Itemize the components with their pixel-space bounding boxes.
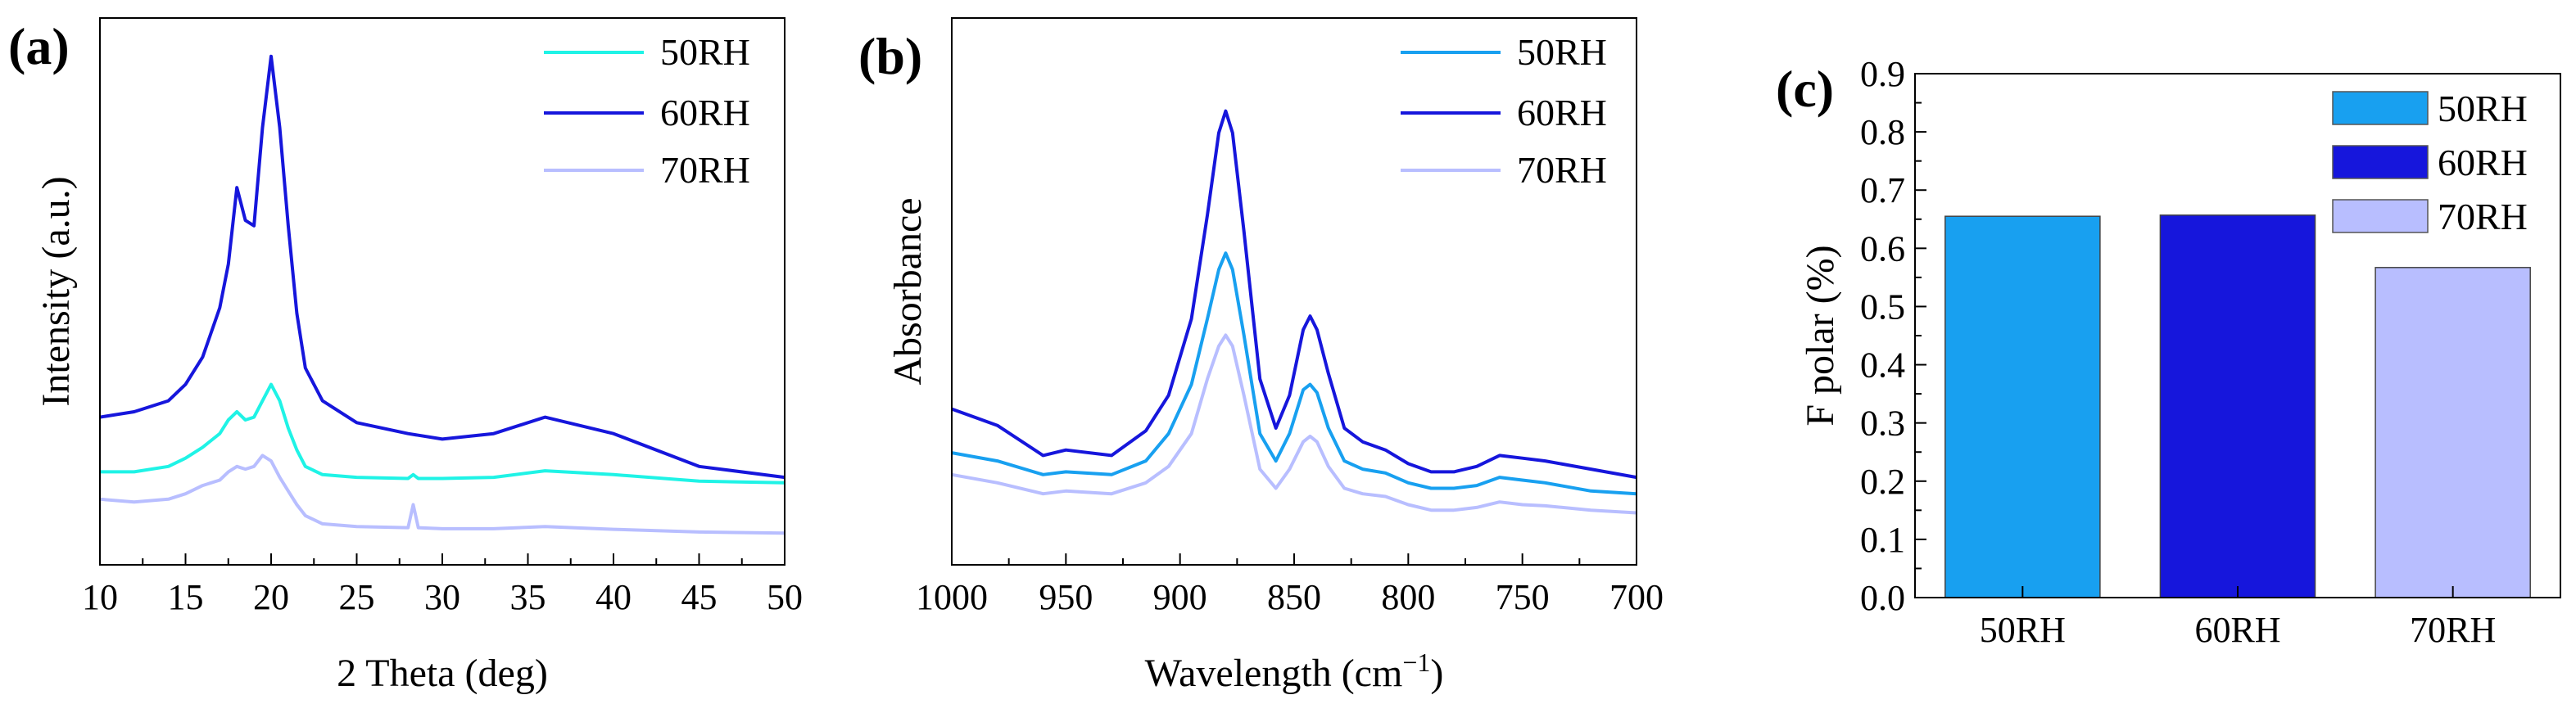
series-line-70RH	[99, 454, 785, 535]
y-tick-label: 0.0	[1860, 578, 1905, 618]
x-tick-label: 50	[767, 577, 803, 617]
legend-label-70RH: 70RH	[660, 149, 750, 191]
panel-b-xlabel-superscript: −1	[1402, 648, 1430, 677]
x-tick-label: 25	[339, 577, 375, 617]
legend-label-70RH: 70RH	[2438, 196, 2528, 237]
panel-a-ticks: 10 15 20 25 30 35 40 45 50	[82, 553, 803, 617]
x-tick-label: 750	[1496, 577, 1550, 617]
panel-b-ticks: 1000 950 900 850 800 750 700	[916, 553, 1664, 617]
series-line-70RH	[951, 333, 1637, 515]
legend-label-60RH: 60RH	[1517, 92, 1607, 133]
legend-swatch-70RH	[2332, 199, 2429, 233]
bar-50RH	[1944, 215, 2101, 598]
legend-label-70RH: 70RH	[1517, 149, 1607, 191]
y-tick-label: 0.2	[1860, 462, 1905, 502]
panel-b-xlabel: Wavelength (cm−1)	[1145, 648, 1444, 695]
series-line-50RH	[951, 251, 1637, 496]
series-line-60RH	[99, 54, 785, 480]
x-tick-label: 15	[168, 577, 204, 617]
series-line-50RH	[100, 382, 785, 485]
x-tick-label: 50RH	[1980, 610, 2066, 650]
legend-label-50RH: 50RH	[1517, 31, 1607, 73]
panel-a-xlabel: 2 Theta (deg)	[337, 652, 548, 695]
bar-60RH	[2159, 214, 2316, 598]
x-tick-label: 850	[1267, 577, 1321, 617]
panel-b-label: (b)	[858, 27, 922, 85]
panel-b-legend: 50RH 60RH 70RH	[1401, 31, 1607, 191]
panel-b-ylabel: Absorbance	[886, 197, 930, 385]
legend-label-50RH: 50RH	[2438, 88, 2528, 129]
panel-b-series	[951, 109, 1637, 515]
panel-b: (b) 1000 950 900 850 800 750 700 Wavelength (c…	[858, 17, 1664, 695]
x-tick-label: 900	[1153, 577, 1207, 617]
panel-c: (c) 50RH 60RH 70RH 0.0 0.1 0.2 0.3 0.4 0.5 0.6 0.7…	[1776, 54, 2561, 650]
legend-label-60RH: 60RH	[660, 92, 750, 133]
panel-a-ylabel: Intensity (a.u.)	[34, 176, 78, 406]
legend-label-50RH: 50RH	[660, 31, 750, 73]
panel-a-label: (a)	[8, 17, 70, 75]
x-tick-label: 30	[424, 577, 460, 617]
x-tick-label: 45	[681, 577, 718, 617]
y-tick-label: 0.5	[1860, 287, 1905, 327]
panel-a-legend: 50RH 60RH 70RH	[544, 31, 750, 191]
x-tick-label: 70RH	[2410, 610, 2496, 650]
x-tick-label: 700	[1609, 577, 1664, 617]
y-tick-label: 0.7	[1860, 170, 1905, 210]
y-tick-label: 0.3	[1860, 404, 1905, 444]
x-tick-label: 1000	[916, 577, 988, 617]
x-tick-label: 35	[510, 577, 546, 617]
x-tick-label: 800	[1381, 577, 1435, 617]
panel-c-ticks: 50RH 60RH 70RH 0.0 0.1 0.2 0.3 0.4 0.5 0.6 0.7 0.8 0…	[1860, 54, 2496, 650]
series-line-60RH	[951, 109, 1637, 480]
y-tick-label: 0.8	[1860, 112, 1905, 152]
x-tick-label: 40	[595, 577, 632, 617]
y-tick-label: 0.4	[1860, 345, 1905, 386]
y-tick-label: 0.6	[1860, 228, 1905, 269]
panel-c-bars	[1944, 214, 2531, 598]
legend-swatch-60RH	[2332, 145, 2429, 179]
panel-c-ylabel: F polar (%)	[1799, 245, 1842, 426]
panel-a-series	[99, 54, 785, 535]
panel-a: (a) 10 15 20 25 30 35 40 45 50 2 Theta (deg) Int…	[8, 17, 803, 695]
panel-c-label: (c)	[1776, 60, 1834, 118]
x-tick-label: 10	[82, 577, 118, 617]
legend-swatch-50RH	[2332, 91, 2429, 125]
panel-c-legend: 50RH 60RH 70RH	[2332, 88, 2528, 237]
y-tick-label: 0.1	[1860, 520, 1905, 560]
x-tick-label: 950	[1039, 577, 1093, 617]
y-tick-label: 0.9	[1860, 54, 1905, 94]
x-tick-label: 20	[253, 577, 289, 617]
x-tick-label: 60RH	[2194, 610, 2280, 650]
bar-70RH	[2375, 267, 2531, 598]
legend-label-60RH: 60RH	[2438, 142, 2528, 183]
